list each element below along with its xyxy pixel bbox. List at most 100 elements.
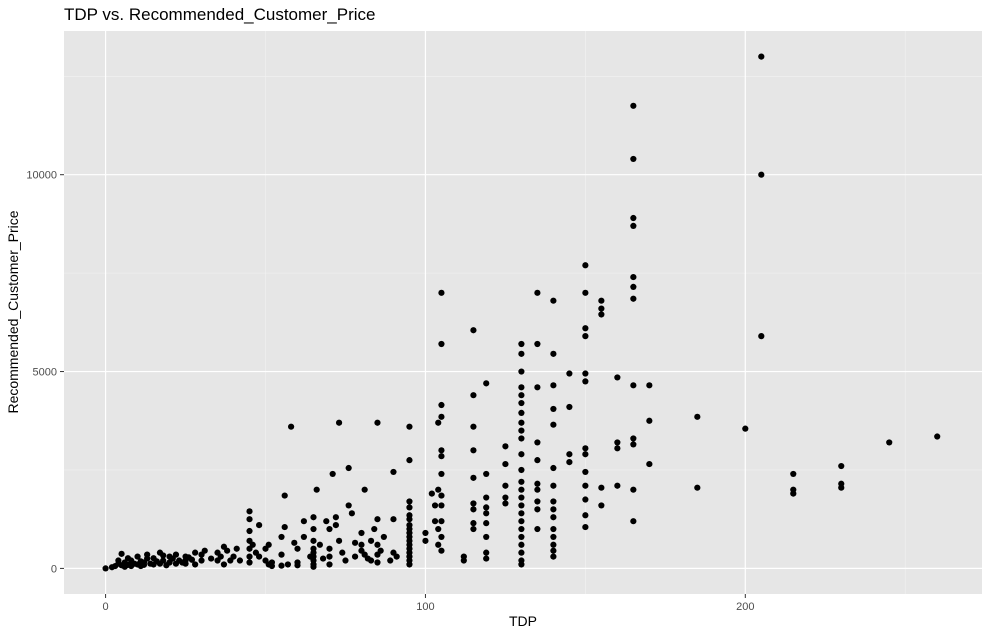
data-point [374,516,381,523]
data-point [406,516,413,523]
data-point [115,557,122,564]
data-point [326,553,333,560]
data-point [566,459,573,466]
data-point [310,537,317,544]
data-point [582,378,589,385]
data-point [630,214,637,222]
data-point [390,516,397,523]
x-axis-title: TDP [509,613,537,629]
data-point [217,553,224,560]
x-axis-ticks: 0 100 200 [103,594,754,613]
data-point [550,382,557,389]
data-point [518,368,525,375]
data-point [790,470,797,478]
data-point [358,541,365,548]
data-point [460,557,467,564]
y-tick-label: 5000 [33,367,57,379]
data-point [236,557,244,564]
data-point [326,545,333,552]
data-point [518,435,525,442]
data-point [534,289,541,296]
data-point [534,498,541,505]
data-point [192,549,199,556]
data-point [646,382,653,389]
data-point [310,525,317,533]
data-point [422,529,429,537]
data-point [550,514,557,521]
data-point [502,443,509,450]
data-point [201,547,208,554]
data-point [406,504,413,511]
data-point [470,520,477,527]
data-point [329,470,336,478]
data-point [470,500,477,507]
data-point [265,541,272,548]
data-point [278,533,285,541]
data-point [198,557,205,564]
data-point [502,500,509,507]
data-point [502,460,509,468]
data-point [470,423,477,430]
data-point [838,462,845,470]
data-point [256,522,263,529]
data-point [300,518,307,525]
data-point [582,451,589,458]
data-point [630,435,637,442]
data-point [374,541,381,548]
data-point [502,494,509,501]
data-point [233,545,240,552]
data-point [694,484,701,491]
data-point [422,537,429,544]
data-point [694,413,701,420]
data-point [220,561,228,568]
data-point [566,451,573,458]
data-point [102,565,109,572]
data-point [281,523,288,531]
data-point [332,522,339,529]
data-point [550,525,557,533]
data-point [160,557,167,564]
data-point [246,508,253,515]
data-point [550,533,557,541]
data-point [483,533,490,541]
data-point [390,468,397,476]
data-point [502,482,509,489]
data-point [758,333,765,340]
data-point [550,506,557,513]
data-point [144,551,151,558]
data-point [483,520,490,527]
data-point [582,445,589,452]
data-point [288,423,295,430]
data-point [406,457,413,464]
data-point [550,498,557,505]
major-gridlines [64,31,982,594]
data-point [630,518,637,525]
data-point [406,498,413,505]
data-point [377,547,384,554]
data-point [598,484,605,491]
data-point [438,453,445,460]
data-point [345,502,352,509]
data-point [435,486,442,493]
data-point [534,439,541,446]
data-point [438,502,445,509]
data-point [550,297,557,304]
data-point [188,556,196,563]
data-point [518,502,525,509]
data-point [249,541,256,548]
data-point [518,350,525,357]
data-point [367,557,375,564]
data-point [431,518,439,525]
data-point [326,561,333,568]
data-point [566,403,573,411]
data-point [310,514,317,521]
data-point [470,474,477,481]
data-point [550,541,557,548]
data-point [278,551,285,558]
data-point [886,439,893,446]
data-point [614,482,621,489]
data-point [630,273,637,281]
data-point [518,510,525,517]
y-tick-label: 10000 [26,170,57,182]
data-point [518,399,525,407]
